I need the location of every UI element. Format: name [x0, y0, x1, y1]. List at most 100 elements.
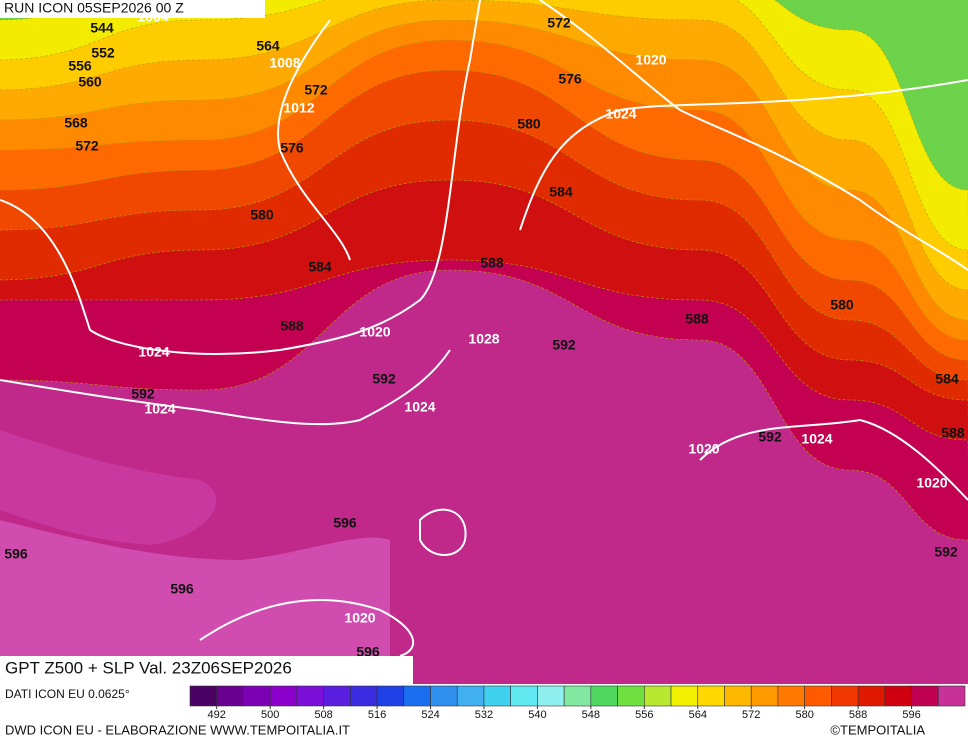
colorbar-swatch [777, 685, 805, 707]
colorbar-swatch [884, 685, 912, 707]
pressure-label: 1028 [468, 331, 499, 347]
colorbar-swatch [857, 685, 886, 707]
colorbar-swatch [911, 685, 939, 707]
run-label: RUN ICON 05SEP2026 00 Z [4, 0, 184, 16]
colorbar-swatch [456, 685, 485, 707]
colorbar-swatch [537, 685, 565, 707]
pressure-label: 1012 [283, 100, 314, 116]
colorbar-swatch [750, 685, 779, 707]
colorbar-swatch [483, 685, 511, 707]
geopotential-label: 552 [91, 45, 115, 61]
colorbar-swatch [350, 685, 378, 707]
colorbar-tick-label: 516 [368, 709, 386, 721]
pressure-label: 1020 [688, 441, 719, 457]
geopotential-label: 592 [131, 386, 155, 402]
geopotential-label: 576 [280, 140, 304, 156]
geopotential-label: 596 [4, 546, 28, 562]
geopotential-label: 596 [333, 515, 357, 531]
colorbar-tick-label: 572 [742, 709, 760, 721]
colorbar-tick-label: 500 [261, 709, 279, 721]
geopotential-label: 580 [517, 116, 541, 132]
pressure-label: 1020 [635, 52, 666, 68]
pressure-label: 1024 [801, 431, 832, 447]
geopotential-label: 588 [280, 318, 304, 334]
colorbar-swatch [670, 685, 699, 707]
colorbar-swatch [831, 685, 859, 707]
geopotential-label: 568 [64, 115, 88, 131]
geopotential-label: 572 [75, 138, 99, 154]
colorbar-tick-label: 548 [582, 709, 600, 721]
colorbar-swatch [804, 685, 832, 707]
colorbar-tick-label: 588 [849, 709, 867, 721]
pressure-label: 1008 [269, 55, 300, 71]
geopotential-label: 596 [356, 644, 380, 660]
colorbar-swatch [243, 685, 271, 707]
geopotential-label: 560 [78, 74, 102, 90]
geopotential-label: 556 [68, 58, 92, 74]
geopotential-label: 588 [685, 311, 709, 327]
geopotential-label: 576 [558, 71, 582, 87]
pressure-label: 1024 [144, 401, 175, 417]
pressure-label: 1020 [344, 610, 375, 626]
pressure-label: 1024 [404, 399, 435, 415]
colorbar-tick-label: 580 [795, 709, 813, 721]
colorbar-tick-label: 492 [208, 709, 226, 721]
copyright-label: ©TEMPOITALIA [830, 722, 925, 737]
geopotential-label: 584 [308, 259, 332, 275]
colorbar-tick-label: 532 [475, 709, 493, 721]
geopotential-label: 572 [547, 15, 571, 31]
colorbar: 492 500 508 516 524 532 540 548 556 564 572 580 588 5… [189, 685, 966, 721]
field-band [0, 430, 217, 545]
map-title: GPT Z500 + SLP Val. 23Z06SEP2026 [5, 658, 292, 677]
colorbar-swatch [296, 685, 324, 707]
geopotential-label: 584 [935, 371, 959, 387]
colorbar-swatch [724, 685, 752, 707]
colorbar-tick-label: 556 [635, 709, 653, 721]
colorbar-swatch [323, 685, 351, 707]
geopotential-label: 592 [758, 429, 782, 445]
geopotential-label: 580 [830, 297, 854, 313]
colorbar-tick-label: 564 [689, 709, 707, 721]
colorbar-swatch [644, 685, 672, 707]
geopotential-label: 588 [941, 425, 965, 441]
colorbar-swatch [376, 685, 405, 707]
pressure-label: 1024 [605, 106, 636, 122]
geopotential-label: 592 [372, 371, 396, 387]
colorbar-swatch [937, 685, 966, 707]
geopotential-label: 564 [256, 38, 280, 54]
colorbar-swatch [617, 685, 645, 707]
colorbar-tick-label: 596 [902, 709, 920, 721]
field-band [0, 520, 390, 656]
colorbar-tick-label: 540 [528, 709, 546, 721]
geopotential-label: 592 [934, 544, 958, 560]
colorbar-swatch [269, 685, 298, 707]
colorbar-swatch [189, 685, 218, 707]
colorbar-swatch [430, 685, 458, 707]
title-box [0, 656, 413, 684]
geopotential-label: 592 [552, 337, 576, 353]
pressure-label: 1020 [916, 475, 947, 491]
colorbar-tick-label: 508 [314, 709, 332, 721]
colorbar-swatch [216, 685, 244, 707]
colorbar-swatch [403, 685, 431, 707]
isobars [0, 0, 968, 657]
pressure-label: 1020 [359, 324, 390, 340]
credit-label: DWD ICON EU - ELABORAZIONE WWW.TEMPOITAL… [5, 722, 350, 737]
colorbar-swatch [563, 685, 592, 707]
colorbar-tick-label: 524 [421, 709, 439, 721]
colorbar-swatch [697, 685, 725, 707]
geopotential-label: 588 [480, 255, 504, 271]
geopotential-label: 544 [90, 20, 114, 36]
geopotential-label: 580 [250, 207, 274, 223]
geopotential-label: 584 [549, 184, 573, 200]
geopotential-label: 572 [304, 82, 328, 98]
pressure-label: 1024 [138, 344, 169, 360]
source-label: DATI ICON EU 0.0625° [5, 687, 130, 701]
run-box [0, 0, 265, 18]
colorbar-swatch [510, 685, 538, 707]
geopotential-label: 596 [170, 581, 194, 597]
colorbar-swatch [590, 685, 618, 707]
